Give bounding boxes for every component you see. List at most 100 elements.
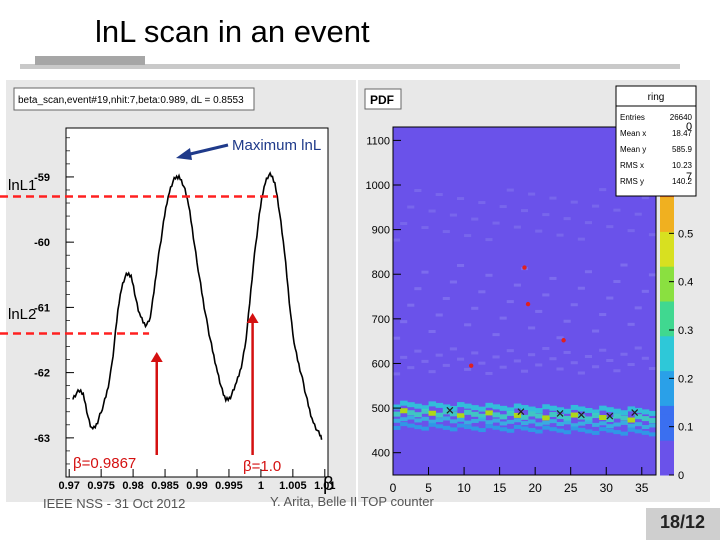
max-lnl-label: Maximum lnL [232,137,321,154]
heat-cell-faint [393,336,401,340]
heat-cell [414,425,422,430]
heat-cell [648,432,657,437]
heat-cell-faint [627,322,635,326]
y-tick-label: 500 [372,403,390,415]
heat-cell-faint [563,217,571,221]
colorbar-segment [660,205,674,215]
y-tick-label: -59 [34,172,50,184]
y-tick-label: -61 [34,302,50,314]
heat-cell [407,415,415,420]
heat-cell [464,425,472,430]
heat-cell-faint [620,263,628,267]
red-dot [522,265,527,270]
heat-cell [535,422,543,427]
heat-cell [400,408,408,414]
heat-cell-faint [506,349,514,353]
heat-cell [435,402,444,408]
heat-cell-faint [542,213,550,217]
heat-cell [613,408,621,414]
heat-cell [606,407,614,413]
heat-cell [485,410,493,416]
heat-cell-faint [535,363,543,367]
lnl2-label: lnL2 [8,306,36,323]
colorbar-label: 0.4 [678,277,693,289]
heat-cell-faint [442,363,450,367]
heat-cell [478,417,486,422]
heat-cell [492,418,501,423]
heat-cell-faint [634,306,642,310]
heat-cell-faint [535,229,543,233]
lnl-curve [72,171,323,440]
stats-row-label: RMS y [620,177,644,186]
colorbar-segment [660,274,674,285]
hit-marker [556,410,564,417]
x-tick-label: 15 [493,481,507,495]
stats-box: ring Entries 26640 Mean x 18.47 Mean y 585.9 R… [615,85,697,197]
stats-box-name: ring [648,92,665,103]
heat-cell [456,402,465,408]
heat-cell-faint [414,189,422,193]
heat-cell-faint [464,367,472,371]
heat-cell [428,419,437,424]
heat-cell [549,412,557,418]
heat-cell [584,429,593,434]
heat-cell [442,409,451,415]
y-tick-label: 400 [372,448,390,460]
heat-cell [485,424,493,429]
heat-cell-faint [613,208,621,212]
heat-cell-faint [528,353,536,357]
heat-cell-faint [606,225,614,229]
heat-cell [428,422,437,427]
heat-cell [570,423,579,428]
heat-cell [599,427,607,432]
heat-cell-faint [442,230,450,234]
heat-cell [592,413,600,419]
heat-cell [570,426,579,431]
heat-cell [449,405,458,411]
heat-cell [599,421,607,426]
heat-cell [556,421,564,426]
colorbar-segment [660,414,674,424]
heat-cell-faint [620,352,628,356]
heat-cell [471,405,479,411]
stats-row-value: 26640 [670,113,693,122]
heat-cell [456,417,465,422]
heat-cell [421,405,429,411]
heat-cell [570,404,579,410]
stats-row-label: Mean y [620,145,646,154]
heat-cell-faint [478,361,486,365]
heat-cell [449,419,458,424]
heat-cell-faint [648,233,656,237]
heat-cell [442,404,451,410]
slide-title: lnL scan in an event [95,14,370,49]
x-tick-label: 1.01 [314,480,335,492]
heat-cell [535,429,543,434]
heat-cell [464,403,472,409]
beta2-label: β=1.0 [243,458,281,475]
hit-marker [631,409,639,416]
heat-cell-faint [492,355,500,359]
heat-cell [513,403,522,409]
x-tick-label: 30 [600,481,614,495]
heat-cell-faint [535,309,543,313]
x-tick-label: 0.995 [215,480,243,492]
stats-row-value: 18.47 [672,129,693,138]
heat-cell-faint [528,326,536,330]
heat-cell [627,417,636,423]
heat-cell-faint [542,293,550,297]
hit-marker [577,411,585,419]
heat-cell [634,422,643,427]
heat-cell [592,409,600,415]
max-arrow [185,143,229,157]
colorbar-segment [660,388,674,398]
pdf-axes: 0 5 10 15 20 25 30 35 400 500 600 700 800 900 1000 1100 [366,135,649,495]
heat-cell [584,420,593,425]
heat-cell-faint [648,273,656,277]
heat-cell [570,412,579,418]
heat-cell [627,423,636,428]
y-tick-label: 1100 [366,135,390,147]
colorbar-label: 0.1 [678,422,693,434]
heat-cell-faint [393,238,401,242]
stats-row-label: RMS x [620,161,644,170]
